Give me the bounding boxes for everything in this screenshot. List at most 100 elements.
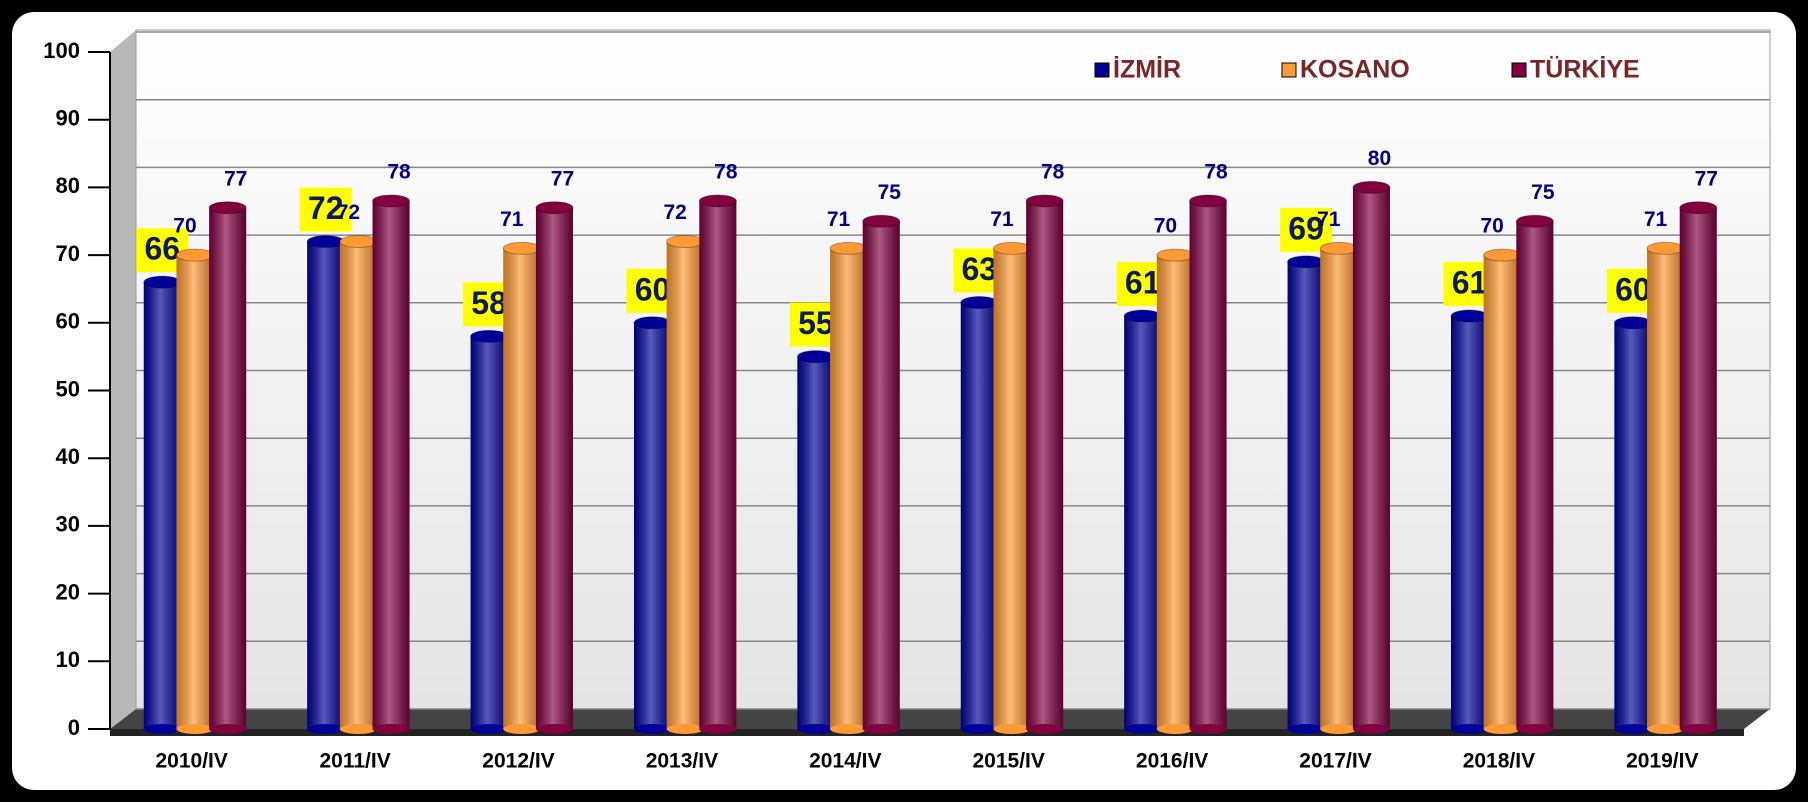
bar (960, 295, 999, 734)
data-label: 69 (1288, 210, 1324, 246)
bar-base (1124, 724, 1162, 734)
bar-base (1516, 724, 1554, 734)
bar-top (175, 248, 214, 262)
bar-top (1025, 194, 1064, 208)
bar (535, 201, 574, 734)
data-label: 60 (635, 271, 671, 307)
data-label: 63 (961, 251, 997, 287)
bar (796, 350, 835, 734)
bar-shine (307, 241, 345, 729)
bar-shine (993, 248, 1031, 729)
bar-base (307, 724, 345, 734)
bar-base (797, 724, 835, 734)
x-tick-label: 2010/IV (155, 750, 227, 773)
legend-marker (1281, 62, 1297, 78)
bar-shine (1287, 261, 1325, 729)
data-label: 75 (1531, 181, 1555, 204)
bar-top (1646, 241, 1685, 255)
bar-base (1287, 724, 1325, 734)
data-label: 70 (1154, 215, 1177, 238)
data-label: 80 (1368, 147, 1391, 170)
bar (502, 241, 541, 734)
bar-shine (960, 302, 998, 729)
data-label: 72 (663, 201, 686, 224)
bar-top (666, 235, 705, 249)
bar-top (1483, 248, 1522, 262)
data-label: 78 (1204, 160, 1228, 183)
bar-shine (1647, 248, 1685, 729)
data-label: 70 (1480, 215, 1503, 238)
bar-top (502, 241, 541, 255)
bar-base (1189, 724, 1227, 734)
bar-shine (1614, 322, 1652, 729)
bar-top (1123, 309, 1162, 323)
bar-top (339, 235, 378, 249)
bar-top (992, 241, 1031, 255)
bar-base (143, 724, 181, 734)
bar (470, 329, 509, 734)
bar-shine (1679, 207, 1717, 729)
x-tick-label: 2012/IV (482, 750, 554, 773)
data-label: 61 (1452, 264, 1488, 300)
bar-top (1189, 194, 1228, 208)
y-tick-label: 50 (56, 376, 80, 401)
legend-marker (1094, 62, 1110, 78)
bar-top (698, 194, 737, 208)
bar (829, 241, 868, 734)
y-tick-label: 40 (56, 444, 80, 469)
bar-base (960, 724, 998, 734)
bar (1156, 248, 1195, 734)
bar (992, 241, 1031, 734)
x-tick-label: 2014/IV (809, 750, 881, 773)
bar-base (1156, 724, 1194, 734)
data-label: 71 (990, 208, 1014, 231)
bar-shine (1483, 255, 1521, 729)
bar-base (1352, 724, 1390, 734)
label-box (299, 187, 352, 232)
legend-marker (1511, 62, 1527, 78)
bar-top (1450, 309, 1489, 323)
bar-shine (1124, 316, 1162, 729)
data-label: 71 (500, 208, 524, 231)
data-label: 78 (714, 160, 738, 183)
data-label: 71 (827, 208, 851, 231)
legend-label: KOSANO (1300, 56, 1410, 84)
data-label: 72 (308, 190, 344, 226)
bar-base (633, 724, 671, 734)
data-label: 60 (1615, 271, 1651, 307)
bar (666, 235, 705, 734)
bar-top (1352, 180, 1391, 194)
bar (1679, 201, 1718, 734)
bar (1613, 316, 1652, 734)
bar (143, 275, 182, 734)
bar-base (1483, 724, 1521, 734)
data-label: 71 (1644, 208, 1668, 231)
bar-shine (503, 248, 541, 729)
y-tick-label: 0 (68, 715, 80, 740)
bar (1189, 194, 1228, 734)
bar-base (339, 724, 377, 734)
bar (1515, 214, 1554, 734)
y-tick-label: 90 (56, 106, 80, 131)
bar-base (470, 724, 508, 734)
bar-base (666, 724, 704, 734)
bar-top (208, 201, 247, 215)
side-wall (110, 30, 136, 729)
bar (1319, 241, 1358, 734)
bar-base (503, 724, 541, 734)
bar-top (306, 235, 345, 249)
bar-top (862, 214, 901, 228)
data-label: 77 (551, 167, 574, 190)
bar-base (1026, 724, 1064, 734)
data-label: 66 (144, 231, 180, 267)
bar-shine (862, 221, 900, 729)
bar-shine (143, 282, 181, 729)
bar-top (470, 329, 509, 343)
y-tick-label: 70 (56, 241, 80, 266)
data-label: 55 (798, 305, 834, 341)
bar-shine (372, 200, 410, 729)
bar-shine (1516, 221, 1554, 729)
bar-shine (1352, 187, 1390, 729)
bar-top (1319, 241, 1358, 255)
